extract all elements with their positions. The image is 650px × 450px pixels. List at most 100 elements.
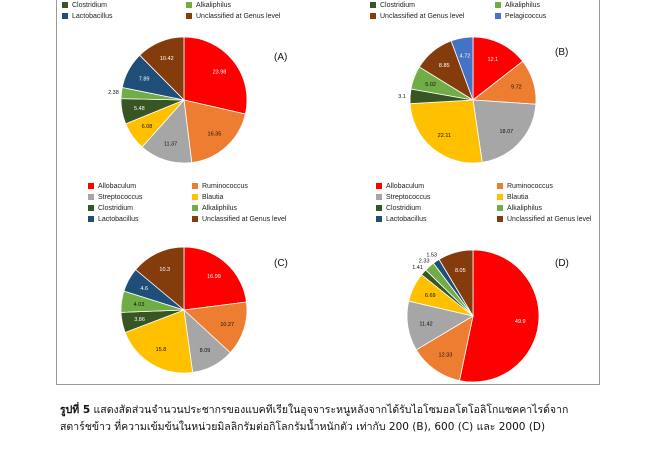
- legend-label: Lactobacillus: [98, 216, 139, 223]
- slice-data-label: 22.11: [438, 133, 451, 139]
- legend-swatch: [376, 205, 382, 211]
- pie-chart-c: 16.99 10.27 8.09 15.8 3.86 4.03 4.6 10.3: [120, 246, 248, 374]
- legend-swatch: [192, 205, 198, 211]
- slice-data-label: 11.37: [164, 141, 177, 147]
- pie-slice-blautia: [124, 309, 194, 374]
- legend-swatch: [495, 2, 501, 8]
- caption-line-1: แสดงสัดส่วนจำนวนประชากรของแบคทีเรียในอุจ…: [90, 404, 569, 416]
- slice-data-label: 5.02: [425, 82, 436, 88]
- legend-item: Alkaliphilus: [497, 205, 542, 212]
- legend-item: Unclassified at Genus level: [192, 216, 286, 223]
- panel-label-b: (B): [555, 47, 569, 58]
- legend-swatch: [192, 216, 198, 222]
- pie-chart-a: 23.98 16.35 11.37 6.08 5.48 2.38 7.89 10.42: [108, 36, 248, 164]
- slice-data-label: 23.98: [213, 70, 227, 76]
- slice-data-label: 18.07: [499, 129, 513, 135]
- legend-swatch: [186, 13, 192, 19]
- legend-swatch: [192, 194, 198, 200]
- pie-chart-d: 49.9 12.33 11.42 6.69 1.412.331.53 8.05: [406, 249, 540, 383]
- legend-label: Lactobacillus: [72, 13, 113, 20]
- legend-item: Allobaculum: [376, 183, 424, 190]
- legend-item: Streptococcus: [88, 194, 142, 201]
- legend-swatch: [62, 13, 68, 19]
- pie-slice-ruminococcus: [415, 315, 474, 382]
- slice-data-label: 4.72: [460, 53, 471, 59]
- legend-item: Allobaculum: [88, 183, 136, 190]
- slice-data-label: 12.33: [439, 353, 453, 359]
- legend-label: Clostridium: [386, 205, 422, 212]
- pie-slice-ruminococcus: [183, 99, 246, 163]
- figure-frame: [56, 0, 600, 385]
- slice-data-label: 6.69: [425, 293, 436, 299]
- legend-label: Blautia: [507, 194, 529, 201]
- legend-label: Alkaliphilus: [202, 205, 238, 212]
- figure-caption: รูปที่ 5 แสดงสัดส่วนจำนวนประชากรของแบคที…: [60, 402, 620, 436]
- pie-slice-unclassified: [438, 249, 474, 318]
- pie-slice-allobaculum: [183, 36, 248, 115]
- legend-label: Allobaculum: [386, 183, 425, 190]
- legend-item: Alkaliphilus: [186, 2, 231, 9]
- legend-swatch: [186, 2, 192, 8]
- pie-slice-allobaculum: [183, 246, 247, 311]
- legend-label: Ruminococcus: [202, 183, 248, 190]
- legend-swatch: [88, 216, 94, 222]
- legend-item: Lactobacillus: [88, 216, 138, 223]
- legend-swatch: [497, 216, 503, 222]
- slice-data-label: 12.1: [488, 57, 499, 63]
- legend-item: Streptococcus: [376, 194, 430, 201]
- legend-swatch: [497, 205, 503, 211]
- panel-label-c: (C): [274, 258, 288, 269]
- legend-swatch: [88, 205, 94, 211]
- slice-data-label: 1.53: [426, 253, 437, 259]
- slice-data-label: 5.48: [134, 106, 145, 112]
- slice-data-label: 9.72: [511, 85, 522, 91]
- slice-data-label: 10.27: [220, 322, 234, 328]
- legend-swatch: [376, 183, 382, 189]
- slice-data-label: 1.41: [412, 265, 423, 271]
- pie-chart-b: 12.1 9.72 18.07 22.11 3.1 5.02 8.85 4.72: [398, 36, 537, 164]
- slice-data-label: 10.42: [160, 56, 174, 62]
- slice-data-label: 4.6: [140, 286, 148, 292]
- pie-slice-streptococcus: [141, 99, 193, 164]
- legend-label: Ruminococcus: [507, 183, 553, 190]
- legend-swatch: [497, 194, 503, 200]
- pie-slice-pelagicoccus: [450, 36, 474, 101]
- legend-swatch: [497, 183, 503, 189]
- slice-data-label: 15.8: [156, 347, 167, 353]
- slice-data-label: 3.1: [398, 94, 406, 100]
- legend-swatch: [88, 183, 94, 189]
- slice-data-label: 10.3: [159, 267, 170, 273]
- legend-swatch: [495, 13, 501, 19]
- legend-swatch: [370, 2, 376, 8]
- pie-slice-unclassified: [139, 36, 185, 101]
- panel-label-a: (A): [274, 52, 288, 63]
- legend-label: Alkaliphilus: [196, 2, 232, 9]
- legend-label: Unclassified at Genus level: [196, 13, 281, 20]
- slice-data-label: 8.09: [200, 348, 211, 354]
- legend-item: Clostridium: [376, 205, 421, 212]
- legend-item: Pelagicoccus: [495, 13, 546, 20]
- legend-label: Alkaliphilus: [505, 2, 541, 9]
- slice-data-label: 2.38: [108, 90, 119, 96]
- pie-slice-blautia: [409, 99, 483, 164]
- pie-slice-streptococcus: [472, 99, 537, 163]
- legend-label: Alkaliphilus: [507, 205, 543, 212]
- legend-label: Blautia: [202, 194, 224, 201]
- slice-data-label: 8.85: [439, 63, 450, 69]
- slice-data-label: 3.86: [134, 317, 145, 323]
- legend-label: Lactobacillus: [386, 216, 427, 223]
- pie-slice-allobaculum: [472, 36, 524, 101]
- legend-item: Ruminococcus: [192, 183, 248, 190]
- legend-label: Clostridium: [98, 205, 134, 212]
- legend-label: Streptococcus: [386, 194, 431, 201]
- caption-line-2: สตาร์ชข้าว ที่ความเข้มข้นในหน่วยมิลลิกรั…: [60, 421, 546, 433]
- legend-label: Streptococcus: [98, 194, 143, 201]
- legend-swatch: [88, 194, 94, 200]
- legend-label: Unclassified at Genus level: [202, 216, 287, 223]
- legend-item: Alkaliphilus: [192, 205, 237, 212]
- legend-item: Ruminococcus: [497, 183, 553, 190]
- slice-data-label: 6.08: [142, 124, 153, 130]
- slice-data-label: 4.03: [134, 302, 145, 308]
- legend-label: Clostridium: [380, 2, 416, 9]
- legend-item: Alkaliphilus: [495, 2, 540, 9]
